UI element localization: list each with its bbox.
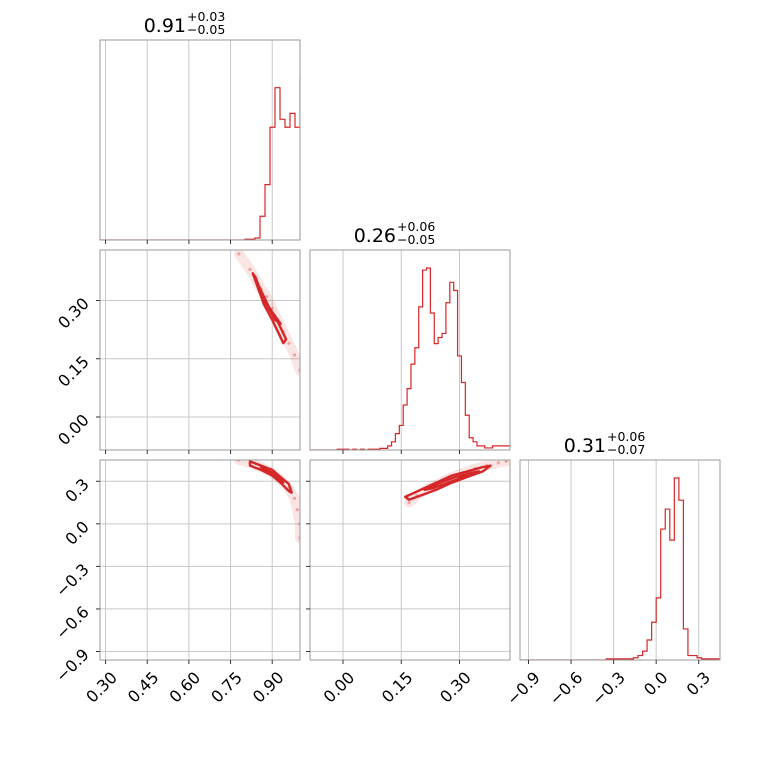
x-tick-label: 0.3 — [683, 668, 714, 699]
sample-point — [248, 267, 252, 272]
panel-frame — [99, 39, 301, 241]
x-tick-label: 0.0 — [640, 668, 671, 699]
panel-frame — [309, 459, 511, 661]
y-tick-label: −0.3 — [52, 560, 93, 601]
parameter-title-1: 0.26 +0.06−0.05 — [354, 219, 436, 247]
density-cloud-0 — [233, 250, 300, 376]
histogram-1 — [310, 267, 510, 450]
parameter-title-2: 0.31 +0.06−0.07 — [564, 429, 646, 457]
sample-point — [496, 461, 500, 465]
y-tick-label: −0.9 — [52, 645, 93, 686]
x-tick-label: 0.00 — [320, 668, 359, 707]
x-tick-label: 0.90 — [249, 668, 288, 707]
sample-point — [287, 341, 291, 345]
y-tick-label: 0.30 — [54, 294, 93, 333]
contour-1-0 — [248, 460, 293, 494]
x-tick-label: 0.30 — [436, 668, 475, 707]
y-tick-label: −0.6 — [52, 602, 93, 643]
panel-frame — [519, 459, 721, 661]
histogram-0 — [100, 77, 300, 240]
density-cloud-2 — [404, 460, 510, 508]
title-plus-error: +0.06 — [607, 429, 645, 444]
x-tick-label: 0.15 — [378, 668, 417, 707]
title-minus-error: −0.05 — [397, 232, 435, 247]
contour-2-0 — [403, 464, 492, 501]
panel-frame — [99, 459, 301, 661]
x-tick-label: 0.75 — [207, 668, 246, 707]
contour-0-1 — [257, 283, 282, 325]
sample-point — [292, 353, 297, 357]
histogram-2 — [520, 477, 720, 660]
sample-point — [295, 508, 299, 512]
parameter-title-0: 0.91 +0.03−0.05 — [144, 9, 226, 37]
panel-frame — [309, 249, 511, 451]
x-tick-label: −0.9 — [503, 668, 544, 709]
title-minus-error: −0.07 — [607, 442, 645, 457]
title-value: 0.91 — [144, 15, 186, 37]
panel-2-0 — [100, 460, 300, 660]
panel-2-2 — [528, 460, 700, 660]
sample-point — [407, 500, 411, 505]
density-cloud-1 — [233, 460, 300, 544]
title-plus-error: +0.03 — [187, 9, 225, 24]
y-tick-label: 0.0 — [61, 517, 92, 548]
sample-point — [292, 496, 297, 500]
sample-point — [504, 460, 508, 464]
title-value: 0.31 — [564, 435, 606, 457]
x-tick-label: −0.3 — [588, 668, 629, 709]
y-tick-label: 0.15 — [54, 352, 93, 391]
panel-1-1 — [342, 250, 461, 450]
panel-0-0 — [105, 40, 273, 240]
x-tick-label: 0.60 — [166, 668, 205, 707]
panel-frame — [99, 249, 301, 451]
title-plus-error: +0.06 — [397, 219, 435, 234]
x-tick-label: 0.30 — [82, 668, 121, 707]
contour-2-1 — [423, 470, 481, 491]
panel-2-1 — [310, 460, 510, 660]
y-tick-label: 0.00 — [54, 410, 93, 449]
title-minus-error: −0.05 — [187, 22, 225, 37]
x-tick-label: 0.45 — [124, 668, 163, 707]
title-value: 0.26 — [354, 225, 396, 247]
panel-1-0 — [100, 250, 300, 450]
x-tick-label: −0.6 — [545, 668, 586, 709]
sample-point — [265, 295, 269, 299]
y-tick-label: 0.3 — [61, 475, 92, 506]
sample-point — [237, 252, 241, 256]
contour-1-1 — [259, 465, 285, 484]
